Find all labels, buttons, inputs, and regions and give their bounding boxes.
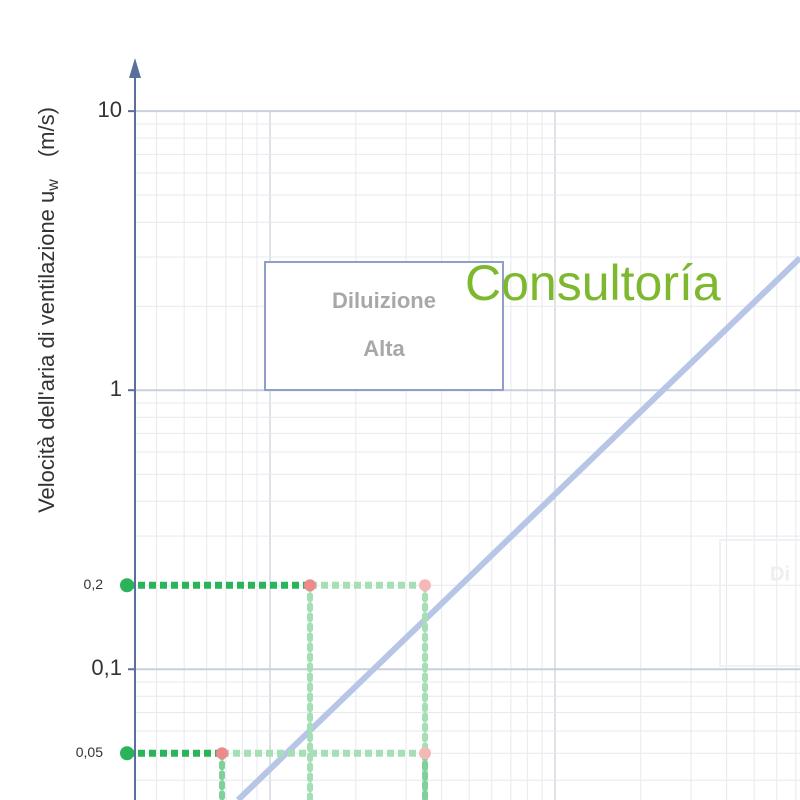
y-label-unit: (m/s) — [34, 107, 59, 157]
y-axis-label: Velocità dell'aria di ventilazione uw (m/… — [34, 107, 62, 513]
y-axis-arrow — [129, 58, 141, 78]
y-label-sub: w — [45, 179, 62, 192]
marker-dot — [120, 746, 134, 761]
marker-label: 0,05 — [76, 744, 103, 760]
marks: 10 1 0,1 0,2 0,05 — [76, 97, 431, 800]
y-tick-label: 0,1 — [91, 655, 122, 680]
marker-label: 0,2 — [84, 576, 104, 592]
faint-box-label: Di — [770, 563, 790, 585]
zone-label: Alta — [363, 336, 405, 361]
intersection-dot — [419, 579, 431, 592]
zone-box — [264, 261, 504, 391]
zone-label: Diluizione — [332, 288, 436, 313]
marker-dot — [120, 578, 134, 593]
intersection-dot — [419, 747, 431, 760]
diagonal-line — [235, 255, 800, 800]
grid — [135, 110, 800, 800]
y-label-text: Velocità dell'aria di ventilazione u — [34, 191, 59, 513]
intersection-dot — [304, 579, 316, 592]
intersection-dot — [216, 747, 228, 760]
watermark: Consultoría — [465, 255, 721, 311]
y-tick-label: 10 — [98, 97, 122, 122]
y-tick-label: 1 — [110, 376, 122, 401]
faint-box — [719, 539, 800, 667]
